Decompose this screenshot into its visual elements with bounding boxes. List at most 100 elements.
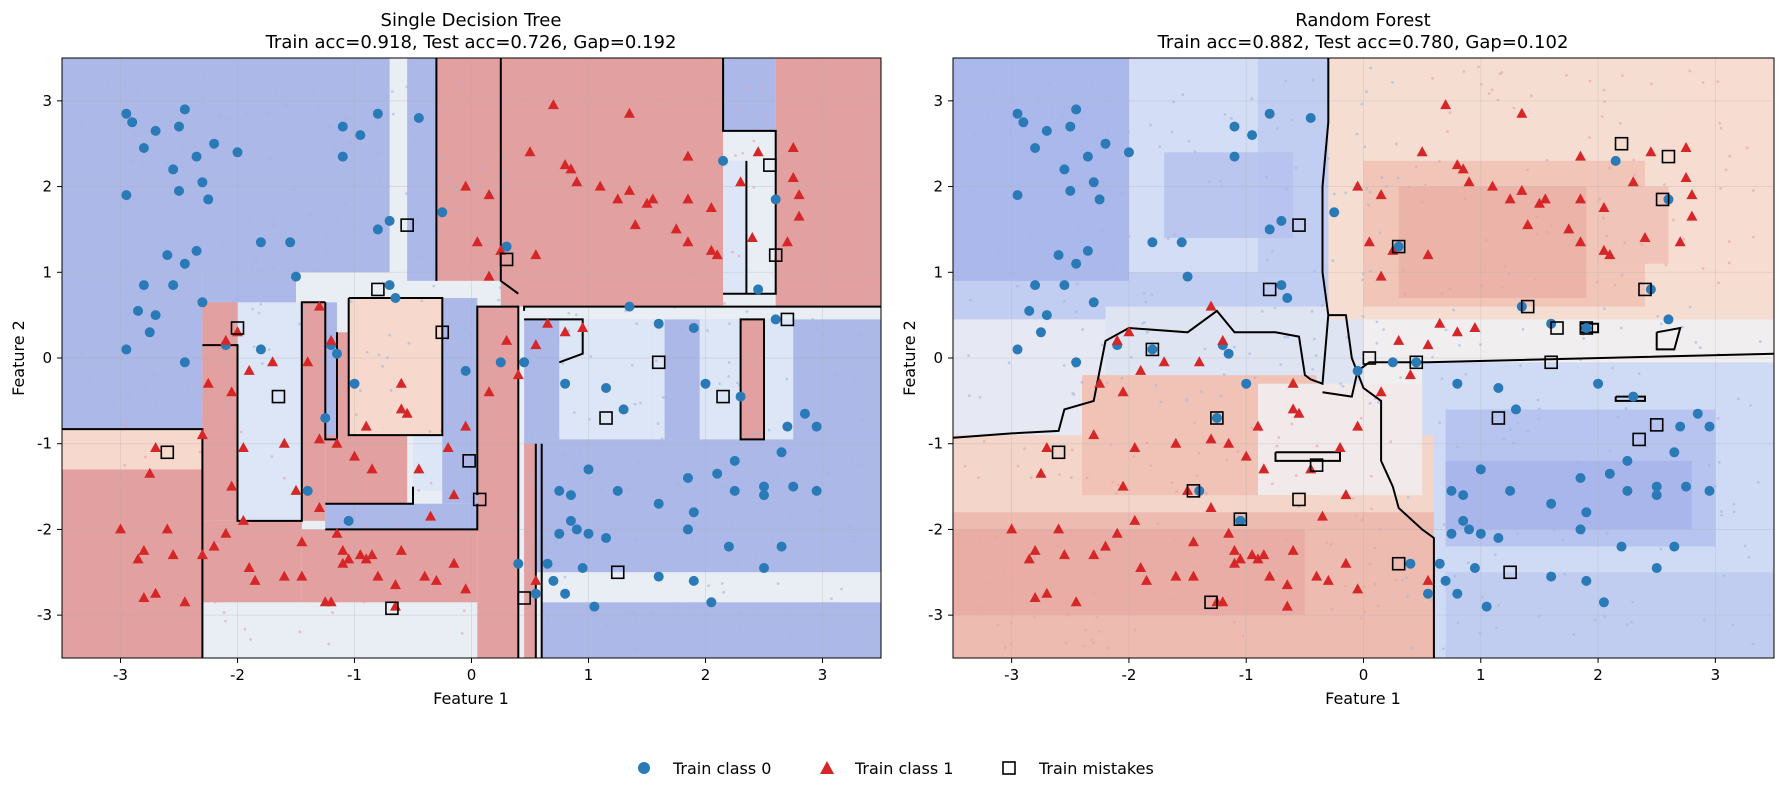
test-dot [1375,341,1379,345]
test-dot [108,278,112,282]
train-class1-point [1070,596,1082,607]
test-dot [1370,507,1374,511]
test-dot [81,544,85,548]
test-dot [1631,600,1635,604]
test-dot [225,117,229,121]
train-class1-point [1088,549,1100,560]
test-dot [200,102,204,106]
test-dot [1453,574,1457,578]
test-dot [446,175,450,179]
test-dot [862,127,866,130]
legend-class1-label: Train class 1 [854,759,953,778]
train-class1-point [1141,574,1153,585]
test-dot [1236,450,1240,453]
test-dot [1279,363,1283,367]
test-dot [1598,197,1601,201]
test-dot [635,322,639,326]
train-class1-point [430,574,442,585]
test-dot [432,284,436,288]
test-dot [853,535,857,538]
test-dot [1248,352,1251,356]
test-dot [1477,520,1481,524]
train-class0-point [291,271,301,282]
train-class0-point [1423,588,1434,599]
test-dot [835,199,839,203]
train-class0-point [121,344,132,355]
test-dot [1174,538,1177,542]
train-class1-point [559,159,571,170]
test-dot [1344,191,1348,195]
test-dot [1743,544,1747,548]
train-class1-point [395,544,407,555]
test-dot [267,348,271,352]
test-dot [348,141,352,145]
test-dot [633,402,637,406]
test-dot [577,470,581,474]
test-dot [324,249,328,253]
test-dot [139,289,143,293]
train-class1-point [781,236,793,247]
test-dot [1063,114,1066,117]
train-class1-point [1598,202,1610,212]
test-dot [122,80,126,84]
test-dot [72,584,76,588]
test-dot [1682,237,1686,241]
test-dot [631,611,635,615]
train-class0-point [1035,327,1046,338]
test-dot [1100,229,1104,233]
train-mistake-marker [462,454,476,468]
test-dot [123,463,127,467]
train-class0-point [1704,485,1715,496]
test-dot [1278,584,1282,588]
tree-region-red-col4 [336,332,349,444]
test-dot [1378,231,1382,235]
test-dot [1487,92,1491,95]
test-dot [1339,382,1343,386]
test-dot [654,359,658,363]
test-dot [1605,234,1608,238]
test-dot [1297,505,1301,509]
test-dot [1608,166,1612,170]
train-class0-point [1681,481,1692,492]
test-dot [1391,80,1394,84]
train-class0-point [133,305,144,316]
train-class0-point [653,571,664,582]
test-dot [429,481,433,485]
train-class1-point [144,467,156,478]
train-mistake-marker [1579,321,1594,335]
test-dot [777,171,780,175]
test-dot [1149,464,1153,468]
train-class0-point [682,524,693,535]
test-dot [1265,175,1269,179]
train-class1-point [1680,172,1692,182]
test-dot [1480,595,1484,599]
test-dot [1197,451,1201,455]
test-dot [1069,476,1073,479]
test-dot [143,455,147,459]
test-dot [1456,445,1460,449]
test-dot [1440,377,1444,381]
train-class0-point [501,241,512,252]
train-class1-point [1041,587,1053,598]
test-dot [1720,513,1724,517]
test-dot [1479,83,1483,86]
test-dot [1519,364,1522,368]
test-dot [1403,292,1407,296]
train-class1-point [1129,442,1141,452]
test-dot [1438,421,1442,425]
test-dot [997,249,1001,253]
train-class0-point [601,383,612,393]
test-dot [543,405,547,409]
test-dot [389,389,393,392]
train-mistake-marker [1550,321,1564,335]
test-dot [1645,445,1649,449]
train-class1-point [1193,356,1205,367]
test-dot [1068,531,1071,535]
train-class0-point [1452,588,1463,599]
forest-test-dots [963,65,1762,651]
train-class0-point [530,588,541,599]
x-tick-label: -1 [347,666,362,684]
train-class1-point [1029,544,1041,555]
test-dot [976,476,980,480]
train-class0-point [331,348,342,359]
